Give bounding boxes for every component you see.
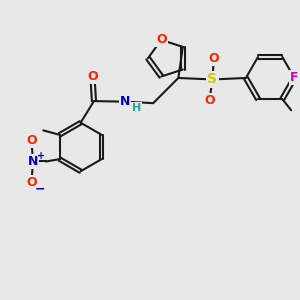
- Text: F: F: [290, 71, 299, 85]
- Text: O: O: [26, 176, 37, 189]
- Text: O: O: [204, 94, 215, 107]
- Text: +: +: [37, 151, 45, 161]
- Text: −: −: [34, 183, 45, 196]
- Text: N: N: [120, 95, 130, 108]
- Text: O: O: [208, 52, 219, 64]
- Text: S: S: [207, 73, 218, 86]
- Text: O: O: [26, 134, 37, 147]
- Text: H: H: [132, 103, 141, 113]
- Text: O: O: [87, 70, 98, 83]
- Text: O: O: [156, 33, 166, 46]
- Text: N: N: [28, 155, 38, 168]
